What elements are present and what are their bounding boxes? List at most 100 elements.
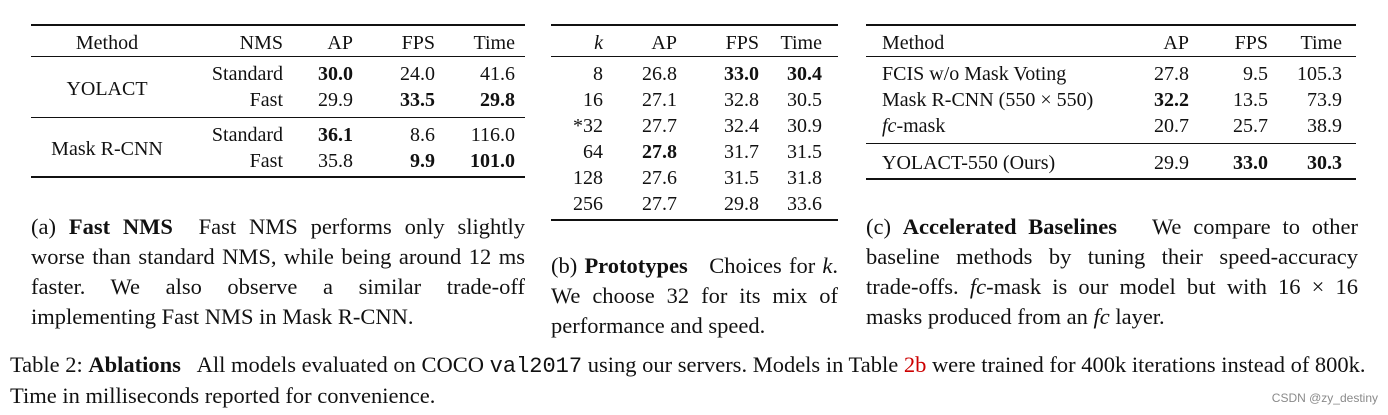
method-cell-yolact: YOLACT (66, 78, 148, 100)
ap-cell: 29.9 (1154, 152, 1189, 174)
caption-a: (a) Fast NMS Fast NMS performs only slig… (31, 212, 525, 332)
ap-cell: 26.8 (642, 63, 677, 85)
time-cell: 31.5 (787, 141, 822, 163)
method-cell: Mask R-CNN (550 × 550) (882, 89, 1094, 111)
time-cell: 30.4 (787, 63, 822, 85)
table-row: Fast 29.9 33.5 29.8 (31, 87, 525, 118)
col-header-time: Time (473, 32, 515, 54)
caption-prefix: (c) (866, 214, 891, 239)
table-row: Fast 35.8 9.9 101.0 (31, 148, 525, 177)
method-cell: YOLACT-550 (Ours) (882, 152, 1056, 174)
table-b-panel: k AP FPS Time 8 26.8 33.0 30.4 16 27.1 3… (551, 24, 838, 221)
fps-cell: 29.8 (724, 193, 759, 215)
time-cell: 101.0 (470, 150, 515, 172)
fps-cell: 9.5 (1243, 63, 1268, 85)
fps-cell: 33.0 (724, 63, 759, 85)
col-header-time: Time (780, 32, 822, 54)
table-row: YOLACT Standard 30.0 24.0 41.6 (31, 56, 525, 100)
method-cell: FCIS w/o Mask Voting (882, 63, 1067, 85)
ap-cell: 27.1 (642, 89, 677, 111)
fps-cell: 32.4 (724, 115, 759, 137)
caption-label: Prototypes (584, 253, 688, 278)
accelerated-baselines-table: Method AP FPS Time FCIS w/o Mask Voting … (866, 24, 1356, 180)
time-cell: 29.8 (480, 89, 515, 111)
time-cell: 116.0 (470, 124, 515, 146)
ap-cell: 20.7 (1154, 115, 1189, 137)
col-header-method: Method (75, 32, 139, 54)
nms-cell: Fast (249, 150, 283, 172)
col-header-fps: FPS (401, 32, 435, 54)
caption-prefix: (a) (31, 214, 56, 239)
k-cell: 8 (593, 63, 603, 85)
k-cell: 16 (583, 89, 603, 111)
k-cell: 128 (573, 167, 603, 189)
table-caption-prefix: Table 2: (10, 352, 83, 377)
col-header-method: Method (882, 32, 945, 54)
table-row: Mask R-CNN (550 × 550) 32.2 13.5 73.9 (866, 87, 1356, 113)
table-row: *32 27.7 32.4 30.9 (551, 113, 838, 139)
caption-c: (c) Accelerated Baselines We compare to … (866, 212, 1358, 332)
method-fc-italic: fc (882, 115, 897, 137)
nms-cell: Standard (211, 63, 283, 85)
table-row: 16 27.1 32.8 30.5 (551, 87, 838, 113)
method-cell-mask-rcnn: Mask R-CNN (51, 138, 163, 160)
time-cell: 73.9 (1307, 89, 1342, 111)
table-header-row: Method AP FPS Time (866, 25, 1356, 57)
fps-cell: 13.5 (1233, 89, 1268, 111)
k-cell: 64 (583, 141, 603, 163)
fps-cell: 31.5 (724, 167, 759, 189)
caption-fc: fc (969, 274, 987, 299)
ap-cell: 27.8 (1154, 63, 1189, 85)
ap-cell: 35.8 (318, 150, 353, 172)
time-cell: 30.5 (787, 89, 822, 111)
table-header-row: Method NMS AP FPS Time (31, 25, 525, 57)
fast-nms-table: Method NMS AP FPS Time YOLACT Standard 3… (31, 24, 525, 178)
caption-text: layer. (1115, 304, 1165, 329)
table-caption-text: using our servers. Models in Table (587, 352, 899, 377)
col-header-ap: AP (1163, 32, 1189, 54)
col-header-time: Time (1300, 32, 1342, 54)
table-row: fc-mask 20.7 25.7 38.9 (866, 113, 1356, 144)
table-ref-link[interactable]: 2b (903, 352, 927, 377)
method-rest: -mask (896, 115, 946, 137)
time-cell: 33.6 (787, 193, 822, 215)
method-cell: fc-mask (866, 113, 1131, 144)
table-row-ours: YOLACT-550 (Ours) 29.9 33.0 30.3 (866, 143, 1356, 179)
time-cell: 30.3 (1307, 152, 1342, 174)
dataset-split: val2017 (489, 354, 583, 379)
col-header-ap: AP (327, 32, 353, 54)
fps-cell: 32.8 (724, 89, 759, 111)
caption-text: Fast NMS performs only slightly worse th… (31, 214, 525, 329)
table-caption-text: were trained for 400k iterations instead… (10, 352, 1366, 408)
time-cell: 31.8 (787, 167, 822, 189)
caption-b: (b) Prototypes Choices for k. We choose … (551, 251, 838, 341)
ap-cell: 36.1 (318, 124, 353, 146)
time-cell: 30.9 (787, 115, 822, 137)
caption-fc: fc (1093, 304, 1110, 329)
table-c-panel: Method AP FPS Time FCIS w/o Mask Voting … (866, 24, 1356, 180)
fps-cell: 31.7 (724, 141, 759, 163)
caption-text: . We choose 32 for its mix of performanc… (551, 253, 839, 338)
col-header-ap: AP (651, 32, 677, 54)
col-header-nms: NMS (239, 32, 283, 54)
prototypes-table: k AP FPS Time 8 26.8 33.0 30.4 16 27.1 3… (551, 24, 838, 221)
table-caption: Table 2: Ablations All models evaluated … (10, 350, 1380, 410)
fps-cell: 25.7 (1233, 115, 1268, 137)
watermark: CSDN @zy_destiny (1271, 391, 1378, 405)
table-caption-label: Ablations (88, 352, 181, 377)
fps-cell: 9.9 (410, 150, 435, 172)
caption-prefix: (b) (551, 253, 578, 278)
k-cell: 256 (573, 193, 603, 215)
col-header-k: k (594, 32, 603, 54)
ap-cell: 32.2 (1154, 89, 1189, 111)
nms-cell: Standard (211, 124, 283, 146)
caption-k: k (822, 253, 833, 278)
fps-cell: 33.5 (400, 89, 435, 111)
ap-cell: 27.7 (642, 193, 677, 215)
time-cell: 105.3 (1297, 63, 1342, 85)
fps-cell: 8.6 (410, 124, 435, 146)
time-cell: 41.6 (480, 63, 515, 85)
k-cell: *32 (573, 115, 603, 137)
table-a-panel: Method NMS AP FPS Time YOLACT Standard 3… (31, 24, 525, 178)
table-row: 8 26.8 33.0 30.4 (551, 56, 838, 88)
